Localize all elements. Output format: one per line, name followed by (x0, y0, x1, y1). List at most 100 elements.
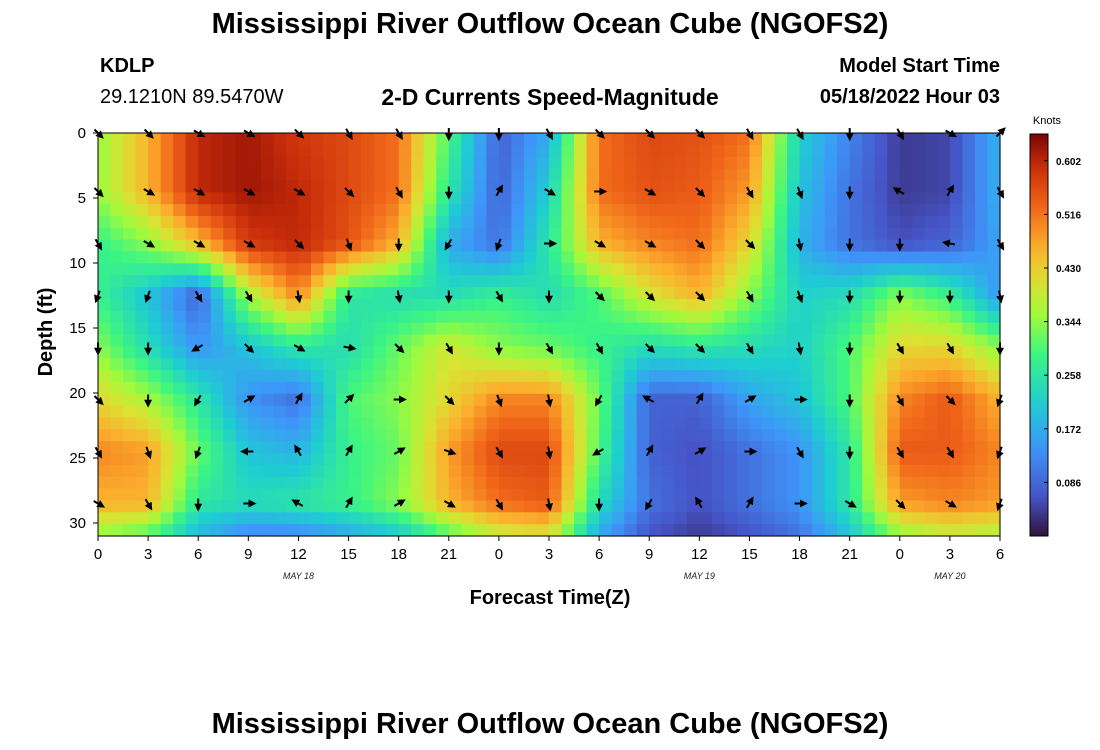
heatmap-cell (774, 192, 788, 205)
heatmap-cell (974, 334, 989, 347)
heatmap-cell (511, 417, 525, 430)
heatmap-cell (398, 180, 412, 193)
heatmap-cell (824, 524, 838, 537)
heatmap-cell (461, 358, 475, 371)
current-arrow (746, 496, 754, 509)
heatmap-cell (912, 204, 926, 217)
heatmap-cell (285, 251, 300, 264)
heatmap-cell (611, 263, 625, 276)
heatmap-cell (411, 133, 425, 146)
heatmap-cell (787, 322, 801, 336)
heatmap-cell (448, 405, 462, 419)
current-arrow (244, 343, 255, 354)
heatmap-cell (173, 239, 187, 253)
heatmap-cell (498, 251, 513, 264)
heatmap-cell (624, 227, 638, 241)
heatmap-cell (574, 144, 588, 158)
heatmap-cell (799, 370, 813, 383)
heatmap-cell (586, 156, 600, 170)
heatmap-cell (699, 204, 713, 217)
heatmap-cell (661, 381, 675, 395)
heatmap-cell (123, 334, 137, 347)
heatmap-cell (536, 192, 550, 205)
heatmap-cell (298, 476, 312, 490)
heatmap-cell (874, 488, 888, 502)
heatmap-cell (235, 215, 249, 229)
heatmap-cell (649, 512, 663, 525)
heatmap-cell (135, 263, 149, 276)
heatmap-cell (787, 180, 801, 193)
heatmap-cell (649, 417, 663, 430)
heatmap-cell (987, 192, 1001, 205)
heatmap-cell (498, 215, 513, 229)
heatmap-cell (160, 275, 174, 288)
heatmap-cell (937, 298, 951, 312)
heatmap-cell (473, 405, 487, 419)
heatmap-cell (937, 322, 951, 336)
current-arrow (193, 240, 206, 248)
heatmap-cell (749, 417, 763, 430)
heatmap-cell (260, 512, 274, 525)
heatmap-cell (899, 524, 913, 537)
x-tick-label: 9 (244, 546, 252, 563)
heatmap-cell (523, 464, 538, 478)
heatmap-cell (198, 334, 212, 347)
heatmap-cell (298, 287, 312, 300)
heatmap-cell (486, 405, 500, 419)
heatmap-cell (361, 251, 375, 264)
heatmap-cell (849, 464, 863, 478)
heatmap-cell (123, 453, 137, 466)
heatmap-cell (874, 275, 888, 288)
heatmap-cell (799, 275, 813, 288)
heatmap-cell (223, 500, 237, 513)
heatmap-cell (461, 310, 475, 324)
heatmap-cell (799, 405, 813, 419)
heatmap-cell (285, 417, 300, 430)
heatmap-cell (223, 334, 237, 347)
heatmap-cell (260, 334, 274, 347)
heatmap-cell (636, 488, 650, 502)
heatmap-cell (561, 298, 575, 312)
current-arrow (243, 395, 256, 403)
heatmap-cell (661, 334, 675, 347)
heatmap-cell (912, 524, 926, 537)
heatmap-cell (135, 310, 149, 324)
heatmap-cell (586, 346, 600, 359)
heatmap-cell (423, 429, 437, 442)
heatmap-cell (887, 251, 901, 264)
heatmap-cell (423, 405, 437, 419)
heatmap-cell (536, 429, 550, 442)
heatmap-cell (110, 310, 124, 324)
heatmap-cell (411, 322, 425, 336)
heatmap-cell (924, 393, 938, 407)
heatmap-cell (285, 310, 300, 324)
heatmap-cell (749, 346, 763, 359)
heatmap-cell (586, 405, 600, 419)
heatmap-cell (561, 524, 575, 537)
heatmap-cell (348, 370, 362, 383)
heatmap-cell (223, 133, 237, 146)
heatmap-cell (248, 322, 262, 336)
heatmap-cell (962, 298, 976, 312)
heatmap-cell (636, 417, 650, 430)
heatmap-cell (523, 417, 538, 430)
heatmap-cell (135, 512, 149, 525)
heatmap-cell (323, 417, 337, 430)
heatmap-cell (473, 251, 487, 264)
heatmap-cell (987, 524, 1001, 537)
heatmap-cell (774, 476, 788, 490)
heatmap-cell (624, 180, 638, 193)
heatmap-cell (173, 275, 187, 288)
heatmap-cell (974, 441, 989, 454)
heatmap-cell (686, 429, 700, 442)
heatmap-cell (924, 156, 938, 170)
heatmap-cell (862, 441, 876, 454)
heatmap-cell (173, 346, 187, 359)
heatmap-cell (323, 180, 337, 193)
heatmap-cell (799, 334, 813, 347)
heatmap-cell (849, 512, 863, 525)
heatmap-cell (198, 429, 212, 442)
heatmap-cell (874, 417, 888, 430)
heatmap-cell (373, 215, 387, 229)
heatmap-cell (323, 453, 337, 466)
